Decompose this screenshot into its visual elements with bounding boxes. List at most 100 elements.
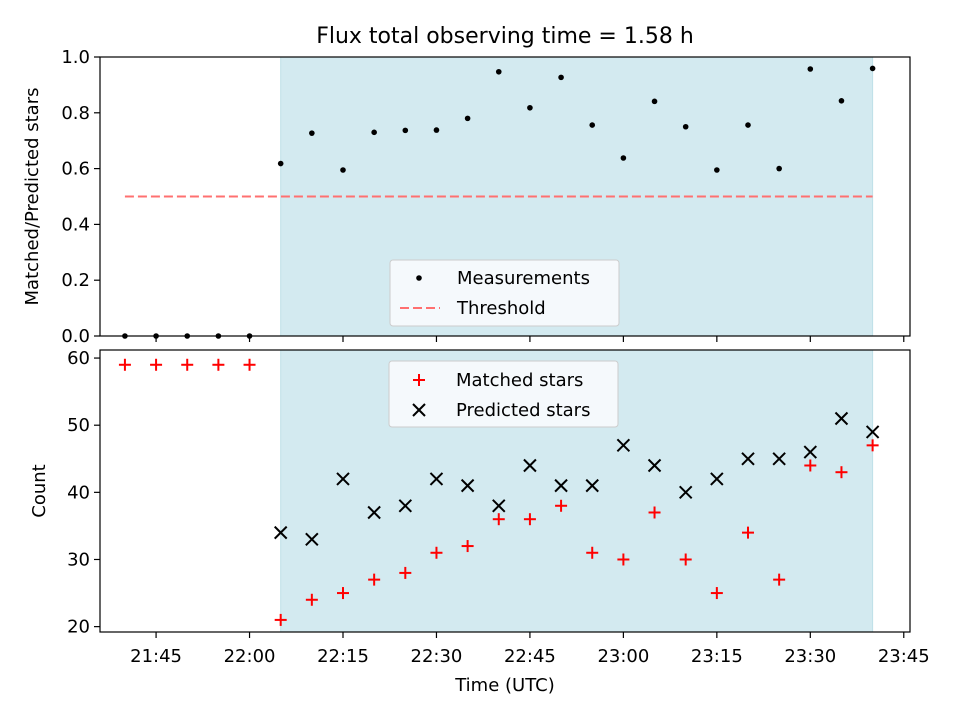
- predicted-star-point: [741, 452, 755, 466]
- matched-star-point: [181, 358, 194, 371]
- x-tick-label: 23:30: [784, 646, 836, 667]
- legend-measurements-label: Measurements: [457, 268, 590, 289]
- predicted-star-point: [834, 411, 849, 426]
- measurement-point: [651, 98, 658, 105]
- y-tick-label: 50: [67, 415, 90, 436]
- legend-measurements-marker: [416, 275, 422, 281]
- predicted-star-point: [647, 458, 662, 473]
- measurement-point: [589, 122, 596, 128]
- predicted-star-point: [616, 438, 631, 453]
- bottom-axes-frame: [99, 349, 911, 633]
- legend-threshold-label: Threshold: [456, 298, 546, 319]
- x-tick-label: 21:45: [130, 646, 182, 667]
- x-tick-label: 23:45: [878, 646, 930, 667]
- predicted-star-point: [554, 478, 568, 493]
- matched-star-point: [835, 466, 848, 479]
- x-tick-label: 22:15: [317, 646, 369, 667]
- predicted-star-point: [367, 505, 381, 520]
- matched-star-point: [212, 358, 225, 371]
- y-tick-label: 40: [67, 482, 90, 503]
- legend-predicted-label: Predicted stars: [456, 400, 590, 421]
- legend-predicted-marker: [412, 403, 426, 417]
- predicted-star-point: [803, 445, 818, 459]
- measurement-point: [620, 155, 627, 161]
- measurement-point: [495, 68, 502, 75]
- y-tick-label: 0.2: [61, 270, 90, 291]
- x-axis-label: Time (UTC): [454, 675, 555, 696]
- measurement-point: [776, 165, 782, 172]
- measurement-point: [807, 66, 814, 72]
- y-tick-label: 30: [67, 549, 90, 570]
- y-tick-label: 20: [67, 617, 90, 638]
- predicted-star-point: [678, 485, 693, 500]
- matched-star-point: [150, 358, 163, 371]
- top-x-ticks: [155, 336, 905, 342]
- predicted-star-point: [772, 452, 786, 466]
- legend-matched-marker: [413, 374, 425, 386]
- measurement-point: [433, 127, 440, 133]
- predicted-star-point: [710, 472, 724, 486]
- predicted-stars-series: [273, 411, 880, 547]
- measurement-point: [277, 160, 284, 167]
- predicted-star-point: [273, 525, 288, 540]
- bottom-x-axis: 21:45 22:00 22:15 22:30 22:45 23:00 23:15 23:30…: [130, 632, 930, 667]
- matched-stars-series: [118, 358, 879, 626]
- bottom-legend: Matched stars Predicted stars: [388, 360, 619, 428]
- matched-star-point: [368, 573, 381, 586]
- matched-star-point: [773, 573, 786, 586]
- measurement-point: [340, 167, 346, 173]
- measurement-point: [682, 123, 689, 130]
- matched-star-point: [710, 587, 723, 600]
- matched-star-point: [586, 546, 599, 559]
- measurement-point: [464, 115, 471, 122]
- top-y-axis: 0.0 0.2 0.4 0.6 0.8 1.0: [61, 47, 100, 347]
- top-legend-box: [389, 259, 620, 327]
- matched-star-point: [461, 540, 474, 553]
- matched-star-point: [679, 553, 692, 566]
- measurement-point: [838, 98, 845, 104]
- measurement-point: [402, 127, 409, 134]
- x-tick-label: 22:30: [411, 646, 463, 667]
- predicted-star-point: [398, 499, 413, 513]
- matched-star-point: [523, 513, 536, 526]
- bottom-y-axis: 20 30 40 50 60: [67, 348, 100, 638]
- x-tick-label: 23:00: [597, 646, 649, 667]
- chart-title: Flux total observing time = 1.58 h: [316, 24, 694, 49]
- x-tick-label: 22:00: [224, 646, 276, 667]
- measurement-point: [527, 104, 533, 111]
- y-tick-label: 0.0: [61, 326, 90, 347]
- bottom-panel: 20 30 40 50 60 21:45 22:00 22:15 22:30 22:45 23:0…: [29, 348, 930, 696]
- predicted-star-point: [336, 472, 350, 486]
- predicted-star-point: [305, 532, 319, 547]
- top-panel: 0.0 0.2 0.4 0.6 0.8 1.0 Matched/Predicted sta…: [22, 47, 911, 347]
- top-axes-frame: [99, 56, 911, 337]
- y-tick-label: 0.6: [61, 159, 90, 180]
- predicted-star-point: [865, 425, 880, 439]
- predicted-star-point: [460, 478, 475, 493]
- matched-star-point: [305, 593, 318, 606]
- matched-star-point: [555, 499, 568, 512]
- matched-star-point: [337, 587, 349, 600]
- x-tick-label: 22:45: [504, 646, 556, 667]
- y-tick-label: 0.8: [61, 103, 90, 124]
- measurement-point: [309, 130, 315, 136]
- bottom-legend-box: [388, 360, 619, 428]
- matched-star-point: [243, 358, 256, 371]
- measurement-point: [558, 74, 564, 81]
- measurements-series: [122, 65, 876, 339]
- matched-star-point: [118, 358, 131, 371]
- matched-star-point: [399, 566, 412, 579]
- predicted-star-point: [523, 458, 537, 473]
- matched-star-point: [742, 526, 754, 539]
- matched-star-point: [492, 513, 505, 526]
- matched-star-point: [274, 613, 287, 626]
- matched-star-point: [866, 439, 879, 452]
- x-tick-label: 23:15: [691, 646, 743, 667]
- y-tick-label: 1.0: [61, 47, 90, 68]
- measurement-point: [869, 65, 876, 72]
- predicted-star-point: [492, 499, 506, 513]
- matched-star-point: [617, 553, 630, 566]
- top-legend: Measurements Threshold: [389, 259, 620, 327]
- top-y-axis-label: Matched/Predicted stars: [22, 88, 43, 306]
